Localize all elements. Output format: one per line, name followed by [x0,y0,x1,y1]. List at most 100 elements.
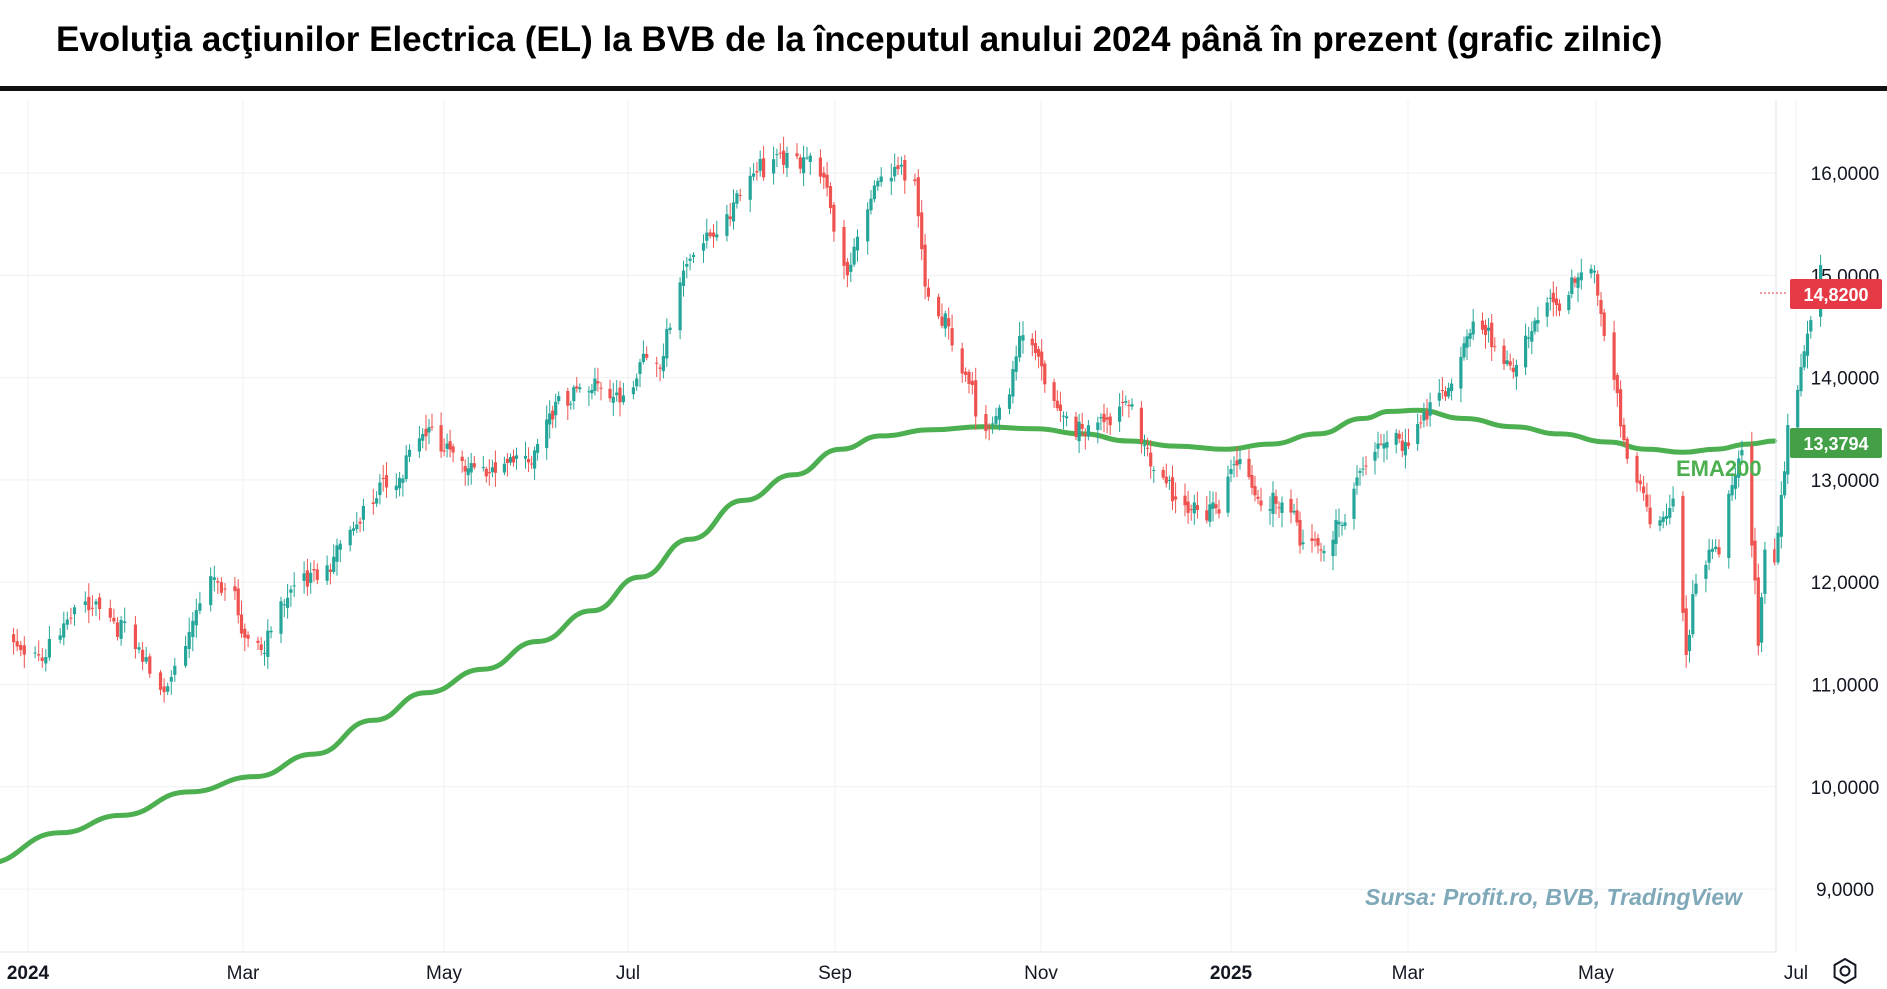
candle-body [1021,335,1025,341]
candle [219,577,223,596]
candle [755,161,759,181]
ema200-line [0,407,1778,864]
candle-body [758,159,762,171]
candle-body [401,478,405,483]
candle [1483,319,1488,349]
candle-body [725,214,729,236]
candle-body [1545,302,1549,317]
candle [1152,466,1156,483]
candle-body [1704,564,1708,579]
candle-body [842,227,846,266]
candle-body [645,354,649,358]
candle [1727,490,1731,569]
candle [1043,360,1047,393]
candle [852,238,856,267]
candle-body [1146,447,1150,449]
candle [1238,449,1242,470]
candle-body [1192,502,1196,514]
candle [1733,467,1737,500]
candle [236,579,240,624]
candle [1642,475,1646,501]
candle [1750,431,1754,558]
candle [166,682,170,695]
candle-body [738,194,742,196]
candle-body [1602,312,1606,336]
candle [1358,468,1362,486]
candle-body [899,164,903,167]
candle-body [1055,400,1059,409]
candle-body [256,640,260,643]
candle-body [1635,455,1639,483]
y-tick-label: 16,0000 [1811,164,1880,185]
candle-body [1511,367,1515,372]
candle-body [635,378,639,387]
candle [1805,320,1810,369]
gear-icon[interactable] [1833,957,1857,985]
candle [469,453,473,485]
candle [133,616,137,659]
candle-body [351,528,356,531]
candle [94,598,98,617]
candle [920,200,924,261]
candle-body [1105,417,1109,420]
candle-body [1334,519,1338,544]
candle-body [893,166,897,177]
candle-body [1468,333,1472,339]
candle [1567,291,1571,315]
candle-body [920,212,924,250]
candle-body [1551,292,1555,303]
candle-body [1576,277,1580,288]
candle-body [1205,510,1209,521]
candle [596,367,600,392]
candle-body [688,258,692,261]
candle [748,167,752,213]
candle-body [1319,549,1323,551]
candle [466,456,470,486]
candle-body [1217,509,1221,514]
candle-body [1440,390,1444,391]
candle [566,387,570,420]
candle-body [1142,445,1147,447]
time-scale[interactable]: 2024 Mar May Jul Sep Nov 2025 Mar May Jul [7,963,1808,984]
candle-body [1340,524,1344,526]
candle-body [65,619,69,625]
x-tick-label: 2025 [1210,963,1253,984]
candle-body [1668,508,1672,518]
candle-body [1809,320,1813,332]
candle [987,423,991,441]
candle-body [593,378,597,391]
candle [611,382,615,416]
candle-body [845,261,849,276]
candle-body [1625,438,1629,459]
candle [1280,496,1284,528]
candle [527,447,531,473]
candle-body [1292,511,1296,513]
candle [621,382,625,405]
candle [1014,345,1018,381]
candle [1671,486,1675,513]
candle [1021,321,1025,354]
candle-body [262,652,267,654]
candle [1406,428,1411,449]
candle [984,405,988,439]
candle [678,277,682,340]
candle [991,416,995,434]
candle [715,220,719,241]
price-scale[interactable]: 16,000015,000014,000013,000012,000011,00… [1811,164,1880,901]
candle [1508,353,1512,371]
candle [1033,330,1038,361]
candle [1400,432,1404,458]
candle-body [169,677,173,682]
candle-body [1422,412,1426,421]
candle [879,167,883,187]
candle-body [469,463,473,473]
candle-body [1058,404,1062,411]
candle [12,627,16,655]
candle-body [1011,369,1015,397]
candle [460,450,464,473]
candle-body [1343,522,1347,526]
candle [658,364,662,382]
candle-body [325,565,329,581]
ema200-layer [0,407,1778,864]
